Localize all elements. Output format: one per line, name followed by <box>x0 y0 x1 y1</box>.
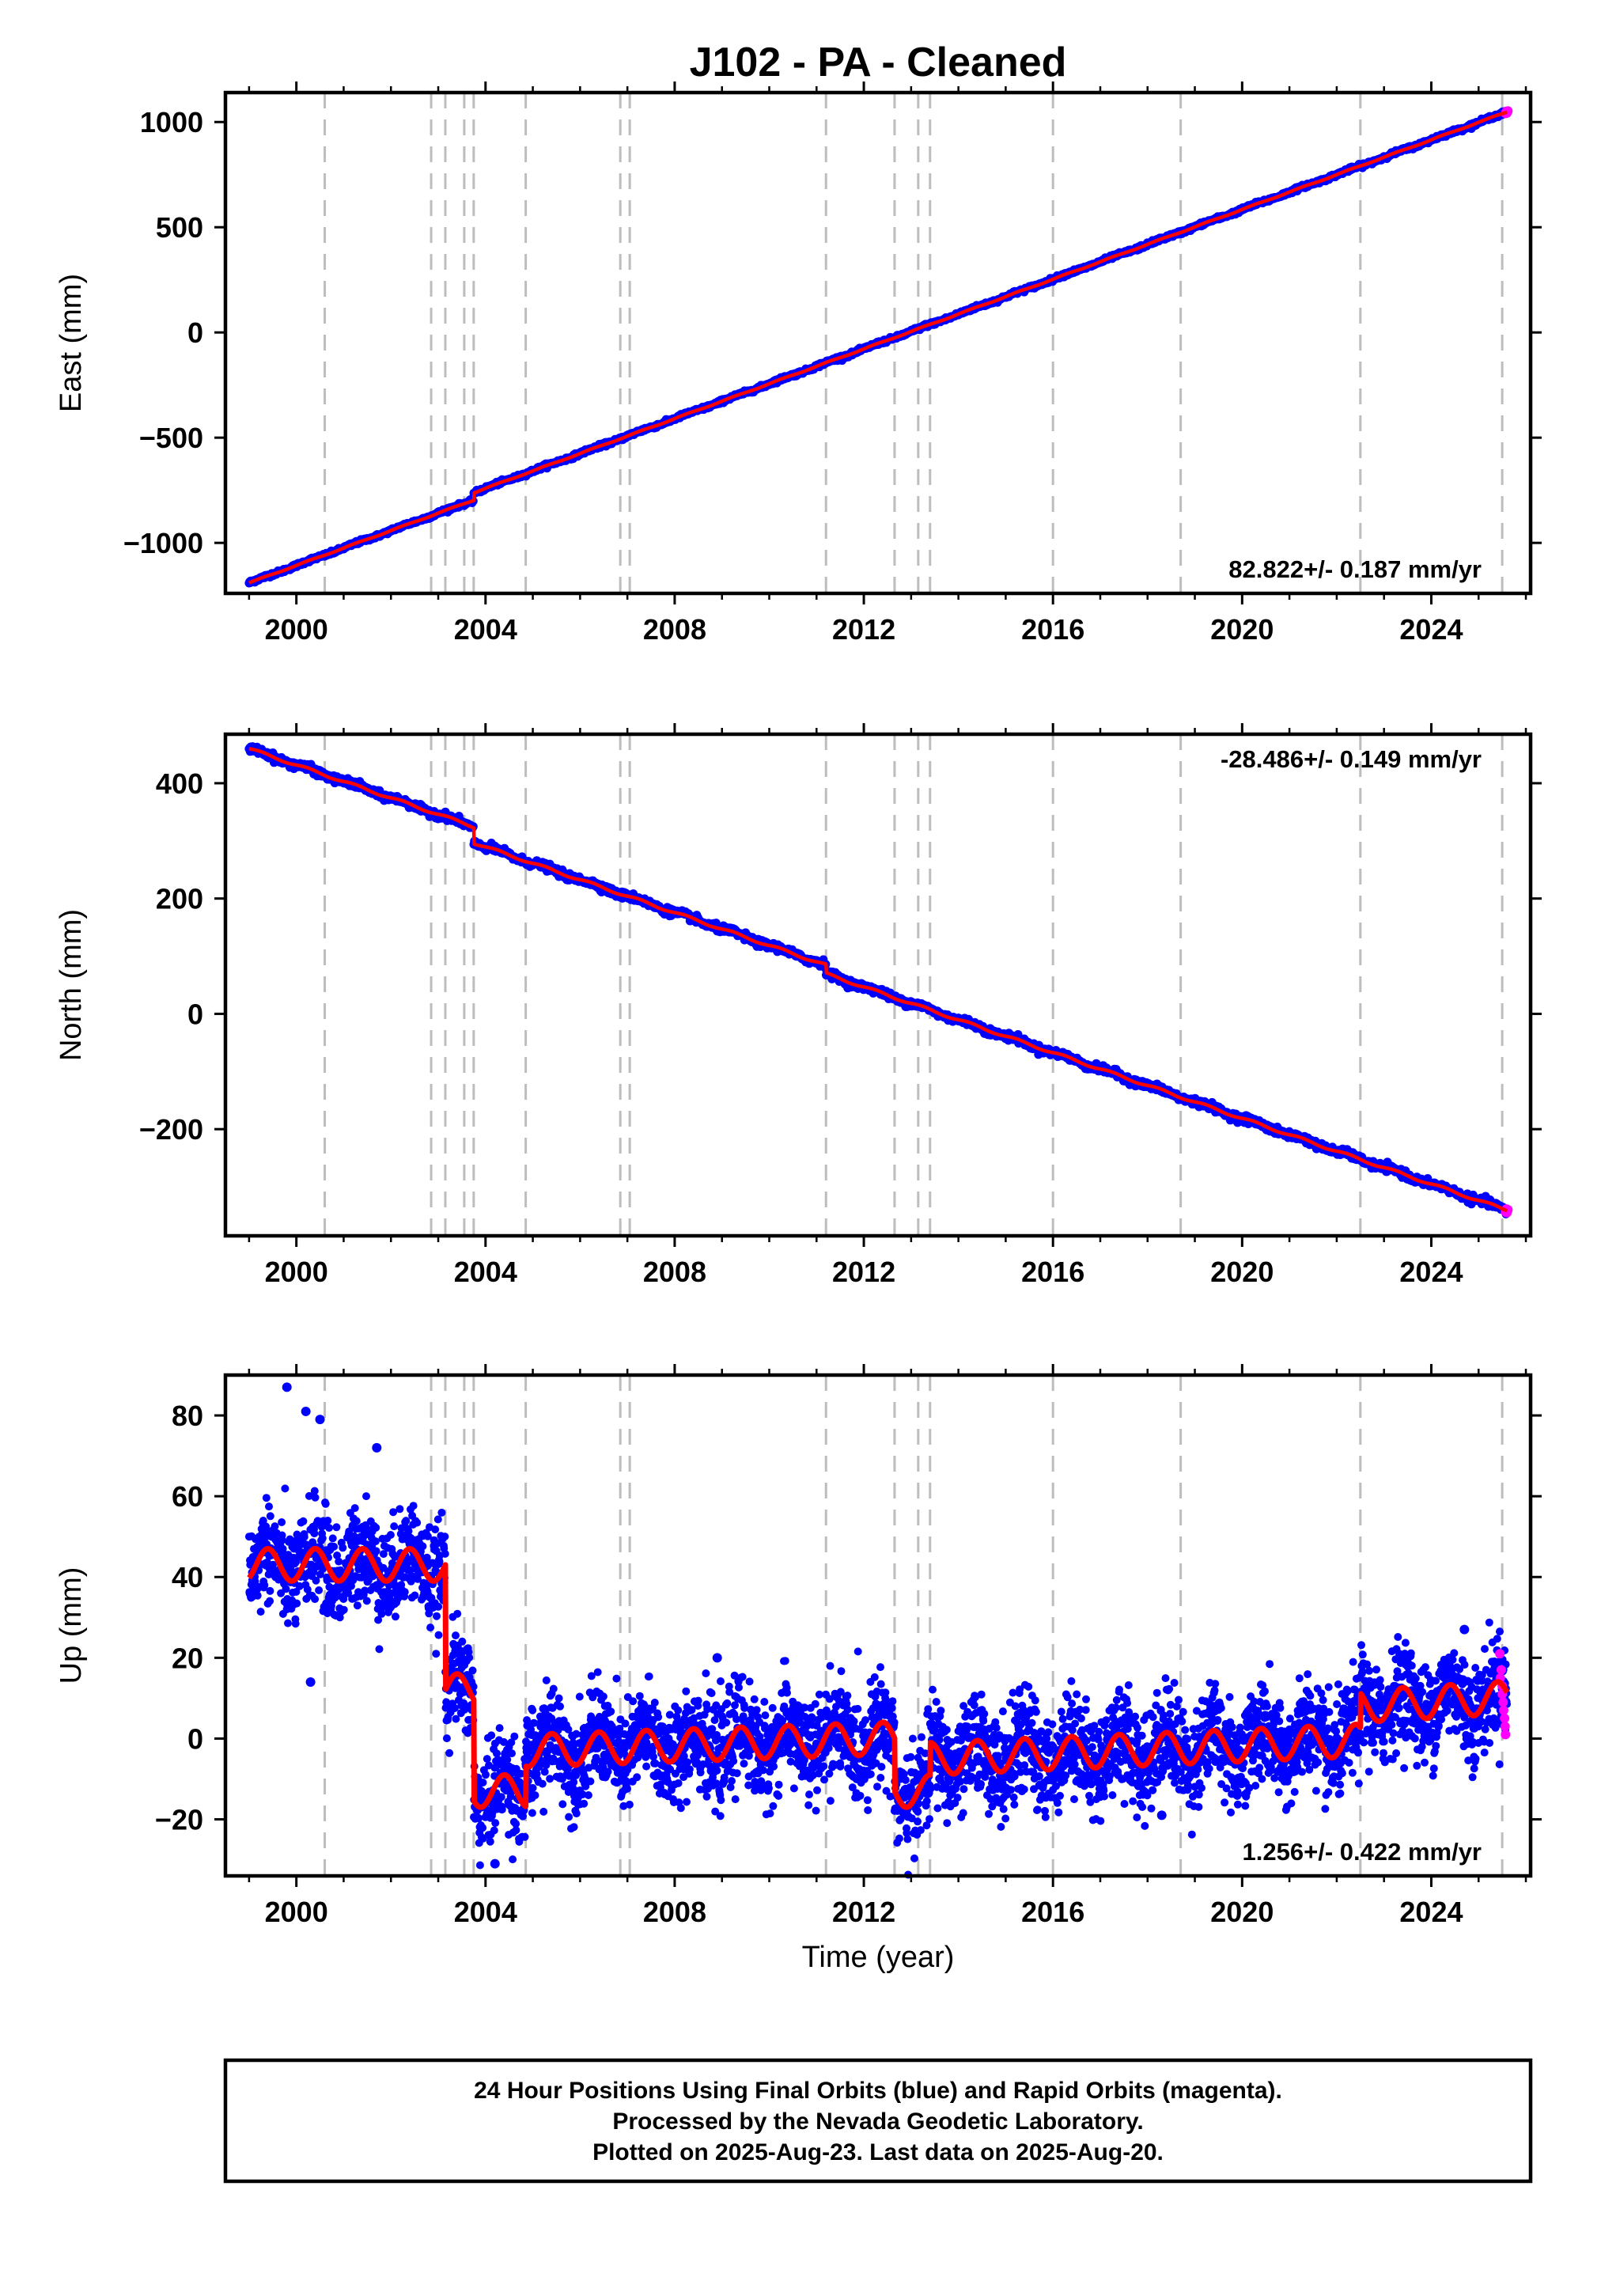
east-y-tick-label: 1000 <box>140 106 203 138</box>
north-x-tick-label: 2016 <box>1021 1256 1084 1288</box>
east-y-tick-label: 500 <box>156 211 203 244</box>
up-data-point <box>253 1591 262 1600</box>
up-data-point <box>265 1502 273 1511</box>
up-data-point <box>266 1586 274 1595</box>
north-rate-label: -28.486+/- 0.149 mm/yr <box>1221 745 1482 773</box>
up-data-point <box>330 1542 339 1551</box>
up-data-point <box>318 1534 327 1543</box>
up-data-point <box>300 1533 308 1541</box>
up-data-point <box>299 1517 308 1525</box>
up-data-point <box>284 1619 292 1627</box>
up-data-point <box>260 1581 269 1589</box>
up-data-point <box>311 1493 320 1502</box>
up-data-point <box>315 1586 324 1594</box>
east-rate-label: 82.822+/- 0.187 mm/yr <box>1228 555 1482 583</box>
up-data-point <box>291 1620 300 1628</box>
east-x-tick-label: 2016 <box>1021 613 1084 646</box>
east-x-tick-label: 2020 <box>1210 613 1274 646</box>
east-y-tick-label: 0 <box>187 316 203 349</box>
up-data-point <box>282 1585 290 1593</box>
up-data-point <box>266 1512 274 1521</box>
up-data-point <box>278 1518 286 1526</box>
up-data-point <box>262 1494 271 1502</box>
up-data-point <box>281 1484 290 1493</box>
east-y-tick-label: −1000 <box>123 527 203 559</box>
east-x-tick-label: 2012 <box>832 613 895 646</box>
east-x-tick-label: 2024 <box>1399 613 1463 646</box>
north-x-tick-label: 2012 <box>832 1256 895 1288</box>
east-event-lines <box>324 93 1504 593</box>
east-y-axis-label: East (mm) <box>55 274 88 412</box>
east-x-tick-label: 2004 <box>454 613 517 646</box>
up-data-point <box>256 1608 265 1616</box>
north-y-tick-label: 400 <box>156 767 203 800</box>
north-x-tick-label: 2024 <box>1399 1256 1463 1288</box>
up-data-point <box>271 1522 279 1531</box>
up-data-point <box>332 1523 341 1532</box>
north-y-axis-label: North (mm) <box>55 909 88 1061</box>
north-x-tick-label: 2020 <box>1210 1256 1274 1288</box>
north-x-tick-label: 2000 <box>265 1256 328 1288</box>
east-y-tick-label: −500 <box>139 422 203 454</box>
up-data-point <box>311 1595 320 1604</box>
up-data-point <box>325 1524 333 1533</box>
up-data-point <box>324 1517 332 1525</box>
up-data-point <box>293 1599 301 1608</box>
up-data-point <box>328 1534 337 1543</box>
up-data-point <box>321 1499 330 1508</box>
east-x-tick-label: 2000 <box>265 613 328 646</box>
north-x-tick-label: 2008 <box>643 1256 706 1288</box>
north-x-tick-label: 2004 <box>454 1256 517 1288</box>
chart-title: J102 - PA - Cleaned <box>690 40 1067 85</box>
up-data-point <box>335 1557 343 1566</box>
up-data-point <box>310 1529 319 1538</box>
north-y-tick-label: 200 <box>156 883 203 915</box>
east-panel: 2000 2004 2008 2012 2016 2020 2024 −1000 −500 0 50… <box>55 81 1542 646</box>
up-data-point <box>266 1597 274 1605</box>
east-x-tick-label: 2008 <box>643 613 706 646</box>
north-y-tick-label: −200 <box>139 1113 203 1146</box>
north-y-tick-label: 0 <box>187 998 203 1030</box>
